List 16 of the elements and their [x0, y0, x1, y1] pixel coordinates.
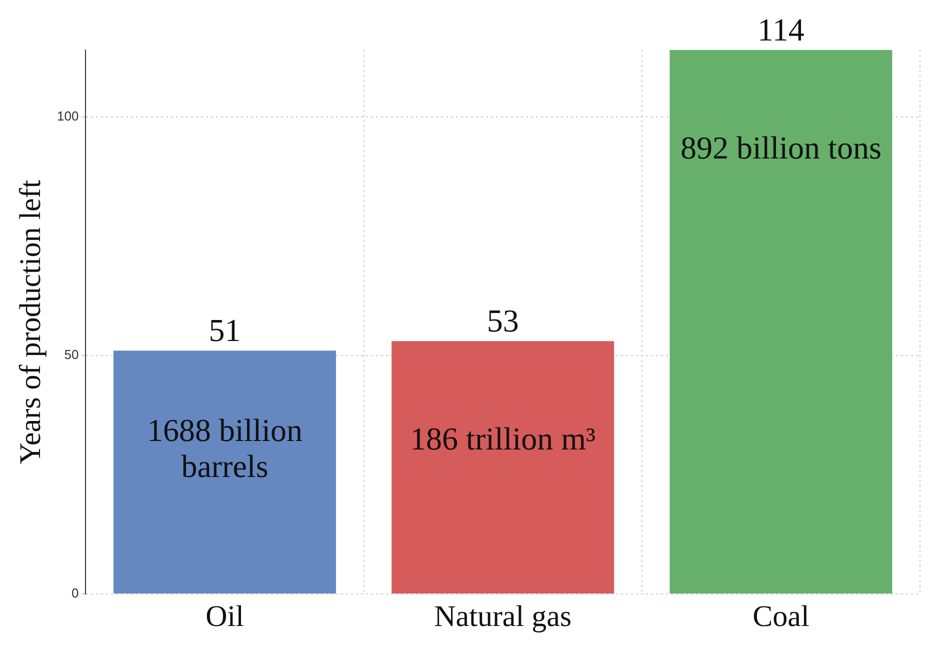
y-tick-label: 50	[64, 346, 79, 362]
annotation: 186 trillion m³	[410, 420, 596, 456]
y-tick-label: 100	[56, 108, 79, 124]
annotation: 892 billion tons	[680, 129, 882, 166]
data-label: 53	[486, 302, 519, 338]
bar	[114, 350, 336, 594]
data-label: 114	[758, 11, 804, 48]
y-tick-label: 0	[71, 586, 79, 601]
y-axis-title: Years of production left	[14, 179, 47, 464]
x-tick-label: Oil	[206, 600, 244, 633]
annotation: 1688 billion barrels	[146, 412, 303, 484]
data-label: 51	[208, 312, 241, 348]
x-tick-label: Coal	[752, 600, 810, 633]
bar	[670, 50, 892, 594]
bar	[392, 341, 614, 594]
x-tick-label: Natural gas	[434, 600, 572, 633]
